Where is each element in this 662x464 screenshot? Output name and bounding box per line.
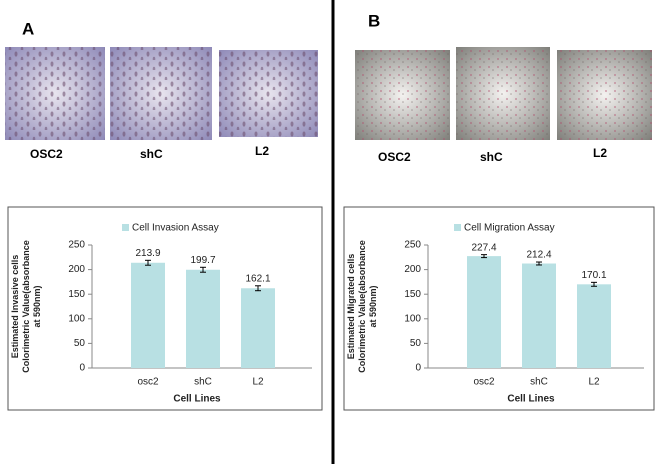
y-axis-title: Estimated Invasive cells Colorimetric Va… [10,240,42,373]
bar [131,262,165,368]
images [5,47,652,140]
data-label: 162.1 [245,273,270,284]
error-bar [536,261,542,266]
y-tick-label: 100 [68,313,85,324]
x-axis-title: Cell Lines [507,394,555,405]
y-tick-label: 200 [404,264,421,275]
panel-label: B [368,11,380,30]
y-tick-label: 250 [68,240,85,251]
x-tick-label: shC [194,377,212,388]
x-axis-title: Cell Lines [173,394,221,405]
error-bar [255,285,261,292]
legend-label: Cell Migration Assay [464,223,555,234]
error-bar [145,259,151,266]
image-label: OSC2 [378,150,411,164]
x-tick-label: osc2 [473,377,495,388]
y-tick-label: 0 [79,363,85,374]
error-bar [591,281,597,287]
legend-swatch [122,224,129,231]
data-label: 199.7 [190,255,215,266]
image-label: OSC2 [30,147,63,161]
image-label: shC [480,150,503,164]
legend-label: Cell Invasion Assay [132,223,219,234]
data-label: 170.1 [581,270,606,281]
bar [241,288,275,368]
y-tick-label: 50 [410,338,422,349]
legend-swatch [454,224,461,231]
y-tick-label: 150 [404,289,421,300]
bar [467,256,501,368]
bar [577,284,611,368]
panel-label: A [22,19,34,38]
error-bar [200,266,206,273]
data-label: 213.9 [135,248,160,259]
error-bar [481,254,487,259]
data-label: 212.4 [526,250,551,261]
bar [522,263,556,368]
x-tick-label: shC [530,377,548,388]
y-axis-title-text: Estimated Migrated cells Colorimetric Va… [346,240,378,373]
x-tick-label: L2 [252,377,264,388]
bar [186,269,220,368]
y-tick-label: 150 [68,289,85,300]
y-axis-title-text: Estimated Invasive cells Colorimetric Va… [10,240,42,373]
y-tick-label: 50 [74,338,86,349]
y-tick-label: 0 [415,363,421,374]
image-label: L2 [593,146,607,160]
x-tick-label: osc2 [137,377,159,388]
x-tick-label: L2 [588,377,600,388]
y-tick-label: 100 [404,313,421,324]
y-tick-label: 250 [404,240,421,251]
data-label: 227.4 [471,242,496,253]
image-label: shC [140,147,163,161]
y-tick-label: 200 [68,264,85,275]
image-label: L2 [255,144,269,158]
y-axis-title: Estimated Migrated cells Colorimetric Va… [346,240,378,373]
